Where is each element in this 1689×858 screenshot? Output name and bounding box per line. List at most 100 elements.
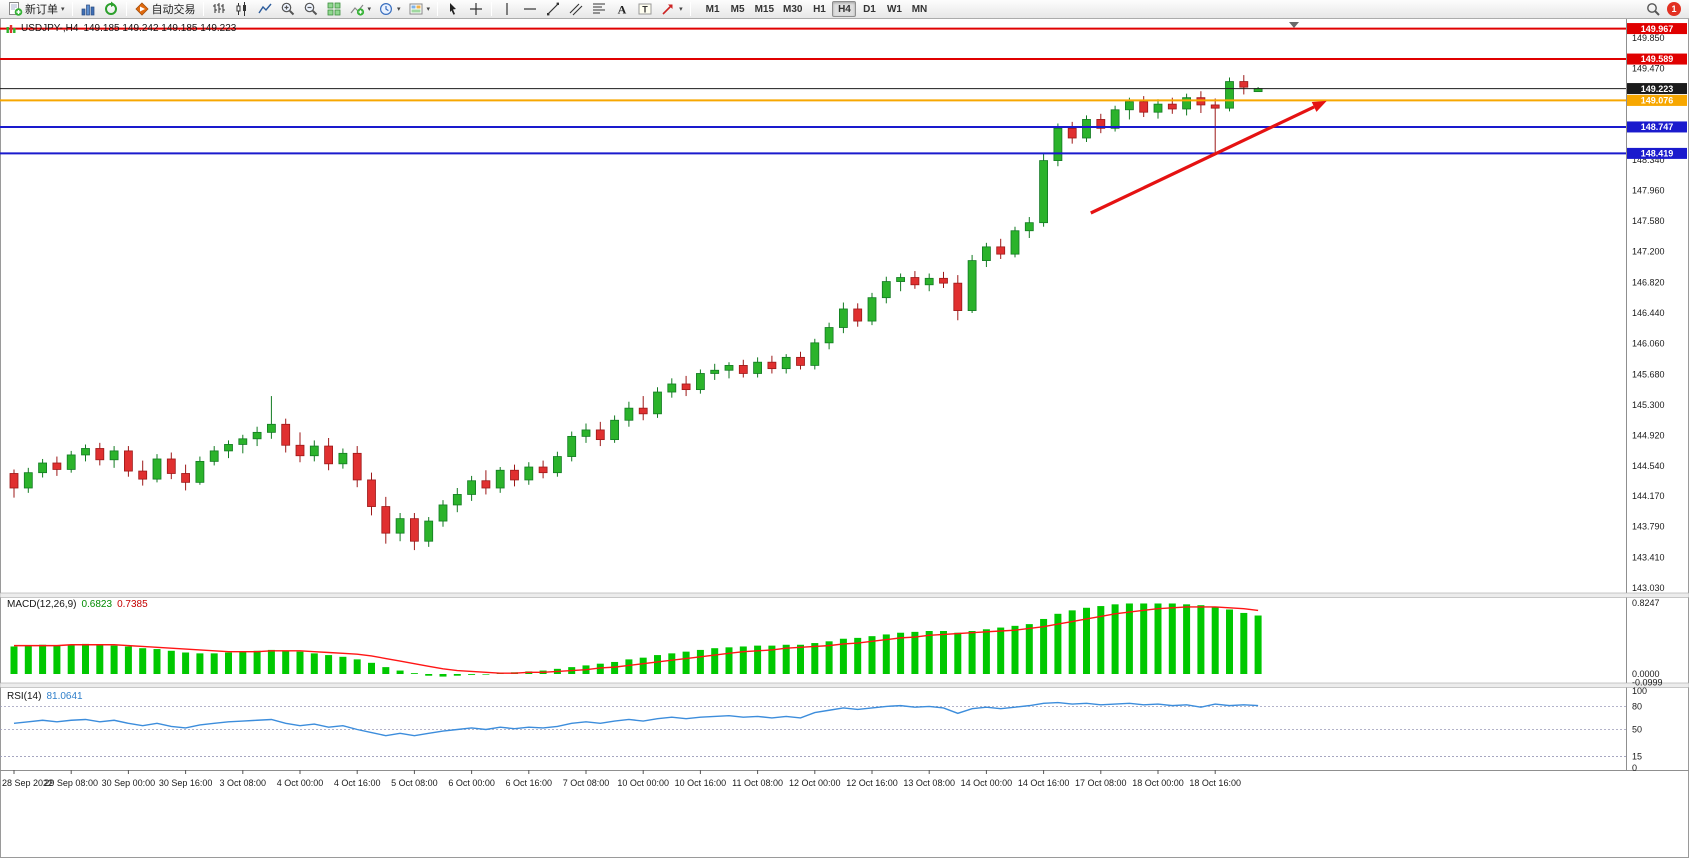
fibonacci-button[interactable] [588, 1, 610, 18]
trendline-icon [547, 2, 560, 16]
macd-bar [782, 644, 790, 674]
candle-body [352, 452, 362, 481]
time-axis-label: 29 Sep 08:00 [44, 778, 98, 788]
vertical-line-button[interactable] [496, 1, 518, 18]
candle-body [1082, 119, 1091, 139]
price-tag[interactable]: 148.419 [1627, 147, 1687, 159]
price-tag[interactable]: 149.223 [1627, 83, 1687, 95]
timeframe-m15[interactable]: M15 [754, 3, 775, 15]
macd-bar [1054, 613, 1062, 674]
line-chart-icon [257, 3, 272, 14]
cursor-button[interactable] [442, 1, 464, 18]
candle-body [138, 470, 148, 480]
macd-bar [282, 650, 290, 674]
new-order-button[interactable]: 新订单 ▾ [4, 1, 68, 18]
crosshair-button[interactable] [465, 1, 487, 18]
candle-body [810, 342, 820, 366]
horizontal-price-lines[interactable] [0, 27, 1626, 155]
macd-bar [153, 649, 161, 674]
timeframe-m5[interactable]: M5 [730, 3, 745, 15]
rsi-panel[interactable]: 100 80 50 15 0 [0, 686, 1647, 773]
indicators-button[interactable]: ▾ [346, 1, 375, 18]
trend-arrow[interactable] [1090, 100, 1327, 215]
text-button[interactable]: A [611, 1, 633, 18]
time-axis-label: 28 Sep 2022 [2, 778, 53, 788]
macd-bar [654, 655, 661, 674]
candle-body [781, 356, 791, 370]
zoom-out-button[interactable] [300, 1, 322, 18]
autotrading-icon [134, 2, 149, 16]
chevron-down-icon: ▾ [367, 6, 372, 13]
timeframe-m30[interactable]: M30 [783, 3, 803, 15]
candle-body [38, 462, 47, 474]
macd-bar [267, 649, 275, 674]
price-tag[interactable]: 148.747 [1627, 121, 1687, 133]
candle-body [452, 494, 462, 506]
candle-body [338, 452, 348, 465]
macd-name: MACD(12,26,9) [7, 599, 77, 610]
time-axis-label: 30 Sep 00:00 [102, 778, 156, 788]
macd-bar [1254, 615, 1262, 674]
candle-body [753, 361, 762, 374]
bar-chart-type-button[interactable] [208, 1, 230, 18]
templates-button[interactable]: ▾ [405, 1, 434, 18]
time-axis-label: 30 Sep 16:00 [159, 778, 213, 788]
macd-bar [839, 638, 847, 674]
macd-bar [639, 657, 647, 674]
candlestick-type-button[interactable] [231, 1, 253, 18]
timeframe-w1[interactable]: W1 [886, 3, 902, 15]
candle-body [281, 423, 291, 446]
time-axis-label: 10 Oct 16:00 [675, 778, 727, 788]
macd-bar [24, 645, 32, 674]
trendline-button[interactable] [542, 1, 564, 18]
chart-symbol-period: USDJPY-,H4 [21, 23, 79, 34]
arrows-button[interactable]: ▾ [657, 1, 686, 18]
timeframe-mn[interactable]: MN [911, 3, 928, 15]
horizontal-line-button[interactable] [519, 1, 541, 18]
notification-badge[interactable]: 1 [1667, 2, 1681, 16]
macd-panel[interactable]: 0.8247 0.0000-0.0999 [10, 598, 1663, 688]
svg-text:148.419: 148.419 [1641, 149, 1674, 159]
macd-bar [1125, 603, 1133, 674]
new-order-label: 新订单 [25, 4, 58, 16]
candle-body [867, 297, 877, 322]
line-chart-type-button[interactable] [254, 1, 276, 18]
macd-bar [225, 652, 232, 674]
price-tag[interactable]: 149.076 [1627, 94, 1687, 106]
timeframe-d1[interactable]: D1 [863, 3, 876, 15]
search-button[interactable] [1642, 1, 1664, 18]
price-axis-label: 146.820 [1632, 277, 1665, 287]
price-axis-label: 149.850 [1632, 33, 1665, 43]
macd-bar [368, 662, 375, 674]
timeframe-h4[interactable]: H4 [832, 1, 857, 17]
zoom-in-button[interactable] [277, 1, 299, 18]
text-label-button[interactable]: T [634, 1, 656, 18]
macd-bar [39, 644, 47, 674]
candle-body [209, 450, 219, 462]
candle-body [1096, 119, 1106, 129]
timeframe-h1[interactable]: H1 [813, 3, 826, 15]
tile-windows-button[interactable] [323, 1, 345, 18]
macd-bar [611, 661, 619, 674]
candle-body [896, 277, 905, 282]
macd-axis-label: -0.0999 [1632, 678, 1663, 688]
navigator-button[interactable] [100, 1, 122, 18]
price-tag[interactable]: 149.967 [1627, 23, 1687, 35]
periods-button[interactable]: ▾ [375, 1, 404, 18]
channel-button[interactable] [565, 1, 587, 18]
candle-body [467, 480, 477, 495]
time-axis-label: 12 Oct 16:00 [846, 778, 898, 788]
candles-series[interactable] [9, 75, 1263, 551]
autotrading-button[interactable]: 自动交易 [131, 1, 199, 18]
candle-body [681, 383, 691, 391]
candle-body [295, 444, 305, 457]
chart-shift-marker[interactable] [1289, 22, 1299, 28]
timeframe-m1[interactable]: M1 [705, 3, 720, 15]
chart-title: USDJPY-,H4 149.185 149.242 149.185 149.2… [6, 23, 236, 34]
price-tag[interactable]: 149.589 [1627, 53, 1687, 65]
macd-bar [1168, 603, 1176, 674]
candle-body [839, 308, 848, 328]
market-watch-button[interactable] [77, 1, 99, 18]
